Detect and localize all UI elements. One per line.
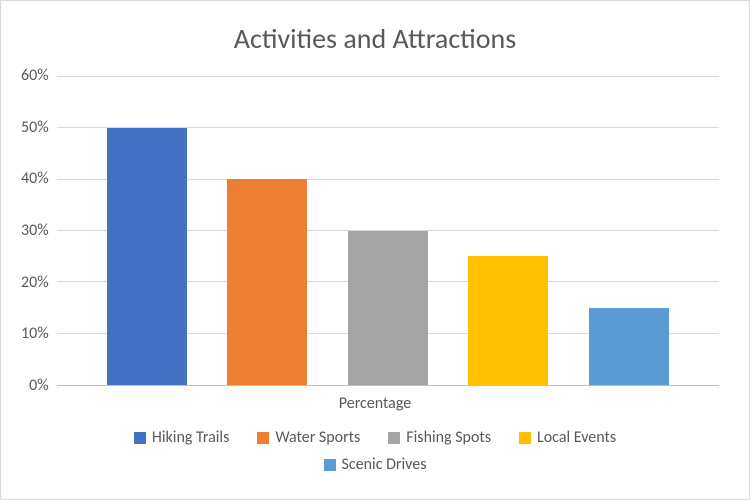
legend-item: Water Sports (257, 428, 360, 447)
y-axis: 60% 50% 40% 30% 20% 10% 0% (21, 76, 57, 386)
bar (348, 231, 428, 386)
legend-item: Scenic Drives (324, 455, 427, 474)
bar (107, 128, 187, 386)
legend-item: Hiking Trails (134, 428, 229, 447)
legend-item: Local Events (519, 428, 616, 447)
legend-label: Scenic Drives (342, 455, 427, 474)
bars-region (57, 76, 719, 386)
plot-area: 60% 50% 40% 30% 20% 10% 0% (21, 76, 719, 386)
legend-label: Local Events (537, 428, 616, 447)
legend-swatch (257, 432, 269, 444)
x-axis-label: Percentage (11, 394, 739, 413)
chart-container: Activities and Attractions 60% 50% 40% 3… (0, 0, 750, 500)
legend-swatch (324, 459, 336, 471)
legend-label: Hiking Trails (152, 428, 229, 447)
bars (57, 76, 719, 385)
legend-label: Fishing Spots (406, 428, 491, 447)
legend-item: Fishing Spots (388, 428, 491, 447)
legend-swatch (519, 432, 531, 444)
bar (227, 179, 307, 385)
legend-swatch (134, 432, 146, 444)
chart-title: Activities and Attractions (11, 21, 739, 56)
bar (589, 308, 669, 385)
legend-label: Water Sports (275, 428, 360, 447)
legend: Hiking Trails Water Sports Fishing Spots Lo… (11, 428, 739, 489)
legend-swatch (388, 432, 400, 444)
bar (468, 256, 548, 385)
